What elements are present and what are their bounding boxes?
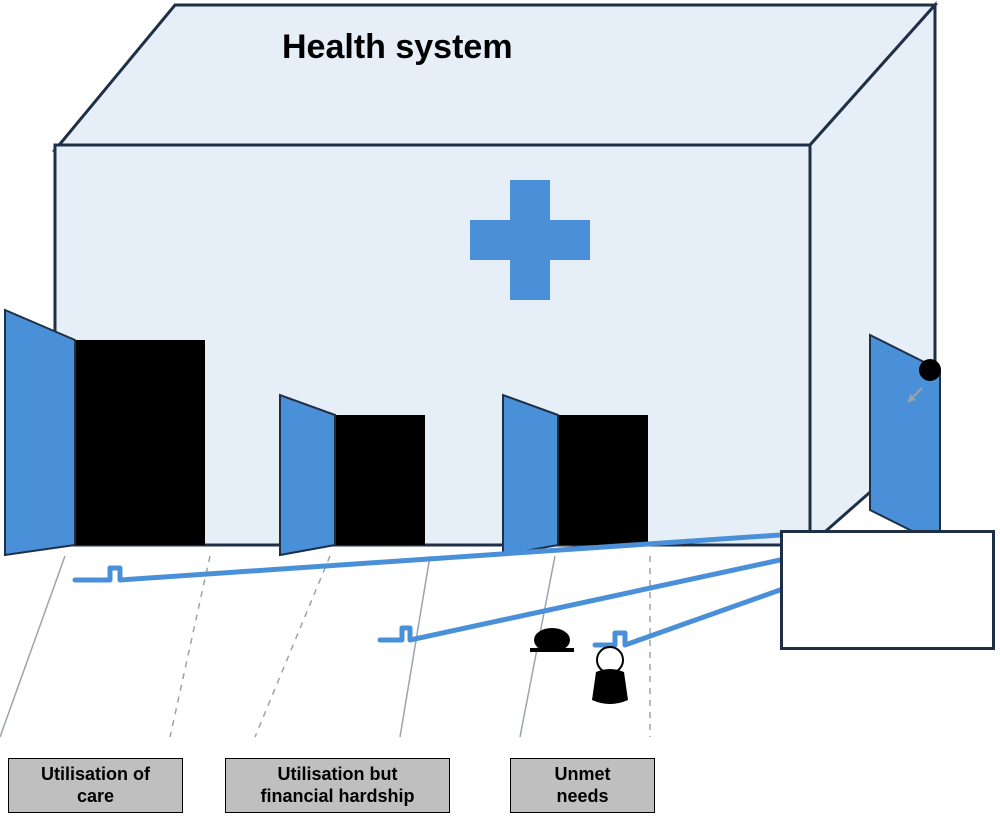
door-1-large-leaf bbox=[5, 310, 75, 555]
page-title: Health system bbox=[282, 28, 513, 67]
label-line-2: care bbox=[77, 786, 114, 806]
door-1-large-opening bbox=[75, 340, 205, 545]
path-1-line-1 bbox=[170, 556, 210, 737]
side-door-knob bbox=[919, 359, 941, 381]
diagram-canvas bbox=[0, 0, 1000, 823]
path-1-line-0 bbox=[0, 556, 65, 737]
door-2-small-leaf bbox=[280, 395, 335, 555]
label-line-2: financial hardship bbox=[260, 786, 414, 806]
building-roof bbox=[55, 5, 935, 150]
path-2-line-0 bbox=[255, 556, 330, 737]
label-hardship: Utilisation butfinancial hardship bbox=[225, 758, 450, 813]
door-2-small-opening bbox=[335, 415, 425, 545]
label-line-1: Utilisation of bbox=[41, 764, 150, 784]
path-2-line-1 bbox=[400, 556, 430, 737]
hardhat-brim bbox=[530, 648, 574, 652]
key-box bbox=[780, 530, 995, 650]
door-3-small-leaf bbox=[503, 395, 558, 555]
label-line-2: needs bbox=[556, 786, 608, 806]
label-line-1: Unmet bbox=[554, 764, 610, 784]
label-utilisation: Utilisation ofcare bbox=[8, 758, 183, 813]
label-unmet: Unmetneeds bbox=[510, 758, 655, 813]
capstone-2 bbox=[380, 560, 780, 640]
person-body-icon bbox=[592, 669, 628, 704]
door-3-small-opening bbox=[558, 415, 648, 545]
capstone-3 bbox=[595, 590, 780, 645]
cross-icon-h bbox=[470, 220, 590, 260]
label-line-1: Utilisation but bbox=[278, 764, 398, 784]
